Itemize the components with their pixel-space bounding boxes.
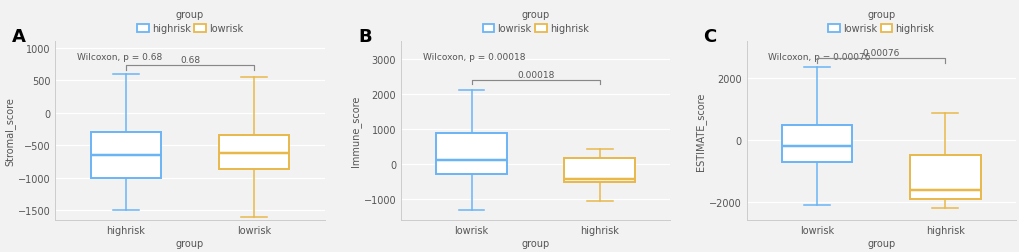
Text: 0.68: 0.68 <box>179 56 200 65</box>
Bar <box>436 134 506 174</box>
Y-axis label: Stromal_score: Stromal_score <box>4 97 15 166</box>
Bar <box>909 155 979 199</box>
Text: Wilcoxon, p = 0.00076: Wilcoxon, p = 0.00076 <box>767 53 870 62</box>
Legend: highrisk, lowrisk: highrisk, lowrisk <box>135 8 245 36</box>
Text: 0.00018: 0.00018 <box>517 71 553 80</box>
Text: Wilcoxon, p = 0.68: Wilcoxon, p = 0.68 <box>76 53 162 62</box>
Text: Wilcoxon, p = 0.00018: Wilcoxon, p = 0.00018 <box>422 53 525 62</box>
X-axis label: group: group <box>521 238 549 248</box>
X-axis label: group: group <box>866 238 895 248</box>
Legend: lowrisk, highrisk: lowrisk, highrisk <box>480 8 590 36</box>
Bar <box>91 132 161 178</box>
Bar <box>564 159 635 182</box>
Text: 0.00076: 0.00076 <box>862 49 899 58</box>
X-axis label: group: group <box>176 238 204 248</box>
Text: B: B <box>358 28 371 46</box>
Text: A: A <box>12 28 26 46</box>
Legend: lowrisk, highrisk: lowrisk, highrisk <box>825 8 935 36</box>
Y-axis label: Immune_score: Immune_score <box>350 96 361 167</box>
Bar <box>782 125 852 162</box>
Text: C: C <box>703 28 716 46</box>
Y-axis label: ESTIMATE_score: ESTIMATE_score <box>695 92 705 170</box>
Bar <box>219 135 289 169</box>
